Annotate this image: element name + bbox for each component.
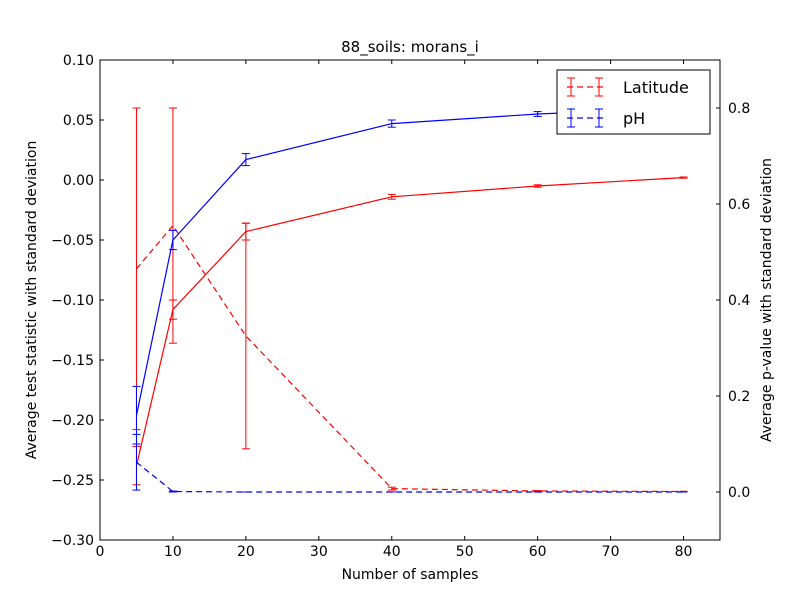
- y-left-tick-label: −0.20: [51, 413, 94, 429]
- legend-label: Latitude: [623, 78, 689, 97]
- latitude-p-value-errorbar-2: [241, 222, 250, 450]
- ph-test-statistic-errorbar-0: [132, 385, 141, 445]
- y-left-tick-label: −0.05: [51, 233, 94, 249]
- x-axis-label: Number of samples: [342, 567, 479, 583]
- axes: 0 10 20 30 40 50 60 70 80 −0.30 −0.25 −0.20 −0.15 −0.…: [51, 53, 750, 560]
- x-tick-label: 50: [456, 544, 474, 560]
- ph-test-statistic-errorbar-2: [241, 153, 250, 167]
- x-tick-label: 60: [529, 544, 547, 560]
- y-right-tick-label: 0.6: [728, 197, 750, 213]
- x-tick-label: 10: [164, 544, 182, 560]
- latitude-test-statistic-errorbar-5: [679, 176, 688, 179]
- y-left-tick-label: 0.00: [63, 173, 94, 189]
- latitude-p-value-errorbar-0: [132, 107, 141, 431]
- y-axis-left-label: Average test statistic with standard dev…: [24, 141, 40, 460]
- legend: Latitude pH: [556, 69, 711, 135]
- latitude-test-statistic-line: [135, 177, 684, 466]
- y-right-tick-label: 0.0: [728, 485, 750, 501]
- ph-p-value-line: [136, 461, 684, 493]
- ph-test-statistic-errorbar-1: [168, 229, 177, 251]
- ph-p-value-errorbar-1: [168, 490, 177, 493]
- x-tick-label: 30: [310, 544, 328, 560]
- latitude-p-value-errorbar-4: [533, 490, 542, 493]
- y-left-tick-label: 0.05: [63, 113, 94, 129]
- latitude-p-value-errorbar-3: [387, 486, 396, 491]
- latitude-p-value-line: [136, 224, 684, 493]
- y-left-tick-label: −0.10: [51, 293, 94, 309]
- x-tick-label: 70: [602, 544, 620, 560]
- x-tick-label: 40: [383, 544, 401, 560]
- latitude-test-statistic-errorbar-4: [533, 184, 542, 188]
- ph-test-statistic-errorbar-4: [533, 111, 542, 117]
- y-axis-right-label: Average p-value with standard deviation: [759, 158, 775, 442]
- y-left-tick-label: 0.10: [63, 53, 94, 69]
- latitude-test-statistic-errorbar-3: [387, 193, 396, 200]
- plot-area: [132, 106, 688, 493]
- ph-test-statistic-errorbar-3: [387, 119, 396, 128]
- y-right-tick-label: 0.2: [728, 389, 750, 405]
- chart-title: 88_soils: morans_i: [341, 38, 479, 57]
- y-left-tick-label: −0.15: [51, 353, 94, 369]
- y-left-tick-label: −0.25: [51, 473, 94, 489]
- legend-entry-latitude: Latitude: [567, 77, 689, 97]
- legend-label: pH: [623, 109, 645, 128]
- latitude-test-statistic-errorbar-1: [168, 299, 177, 320]
- latitude-test-statistic-errorbar-2: [241, 222, 250, 241]
- legend-entry-ph: pH: [567, 108, 645, 128]
- x-tick-label: 20: [237, 544, 255, 560]
- y-right-tick-label: 0.8: [728, 101, 750, 117]
- y-right-tick-label: 0.4: [728, 293, 750, 309]
- y-left-tick-label: −0.30: [51, 533, 94, 549]
- x-tick-label: 80: [675, 544, 693, 560]
- x-tick-label: 0: [96, 544, 105, 560]
- legend-box: [556, 69, 711, 135]
